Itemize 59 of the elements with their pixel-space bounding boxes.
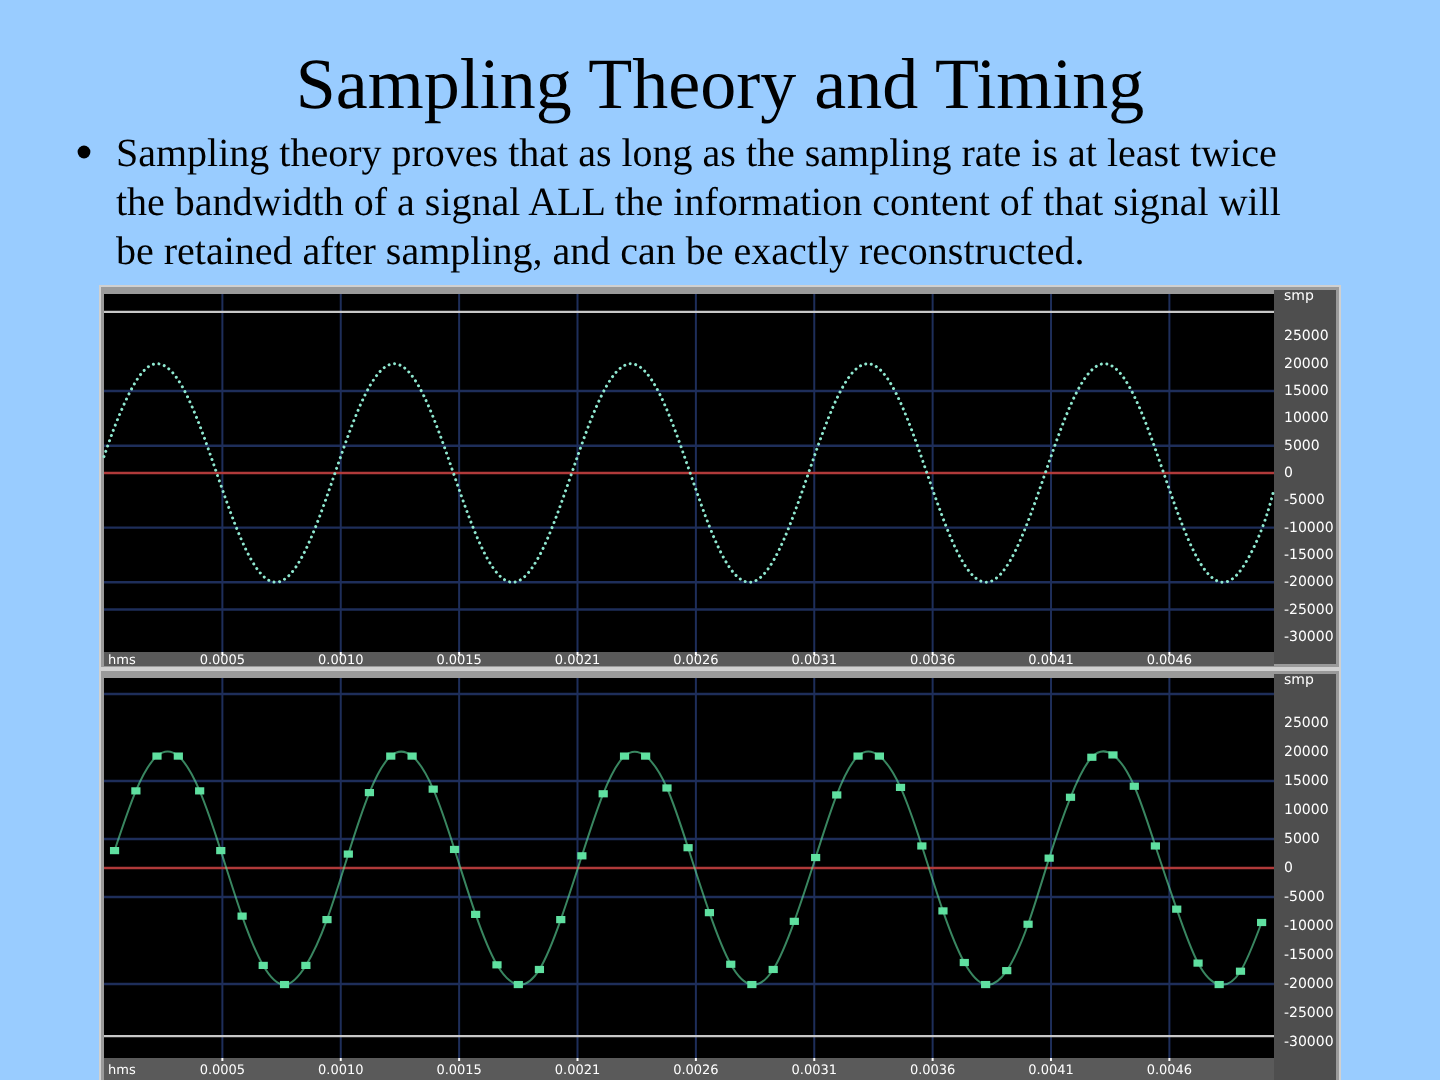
- point: [279, 980, 290, 989]
- point: [556, 916, 566, 924]
- point: [258, 961, 268, 970]
- point: [322, 916, 332, 924]
- line-series: [102, 362, 1276, 584]
- point: [832, 791, 842, 799]
- point: [1002, 967, 1012, 975]
- point: [534, 965, 545, 974]
- point: [492, 961, 502, 969]
- chart-subtitle: Sampling theory proves that as long as the sampling rate is at least twice the bandwidth of a signal ALL the information content of that signal will be retained after sampling, and can be exactly reconstructed.: [116, 132, 1282, 274]
- point: [216, 847, 226, 855]
- point: [811, 853, 821, 862]
- point: [768, 965, 778, 974]
- point: [301, 961, 311, 970]
- point: [704, 909, 715, 917]
- point: [1172, 905, 1182, 913]
- point: [386, 752, 396, 760]
- point: [1087, 753, 1097, 761]
- point: [938, 907, 948, 915]
- point: [1257, 918, 1267, 927]
- point: [513, 980, 523, 989]
- point: [874, 752, 885, 760]
- point: [195, 787, 205, 795]
- point: [109, 847, 120, 855]
- point: [853, 752, 863, 760]
- point: [449, 845, 460, 854]
- line-series: [109, 751, 1267, 989]
- point: [683, 844, 693, 852]
- point: [641, 752, 651, 760]
- point: [917, 842, 927, 850]
- point: [1108, 751, 1118, 759]
- point: [577, 852, 587, 860]
- point: [152, 752, 162, 760]
- point: [1023, 920, 1033, 928]
- point: [1065, 793, 1076, 801]
- point: [173, 752, 183, 760]
- point: [131, 787, 141, 795]
- point: [981, 980, 991, 989]
- point: [1044, 854, 1054, 862]
- point: [237, 912, 247, 920]
- point: [619, 752, 630, 760]
- point: [1214, 980, 1224, 989]
- point: [895, 783, 906, 791]
- point: [1129, 782, 1139, 790]
- point: [789, 917, 799, 925]
- point: [364, 789, 375, 797]
- point: [959, 958, 969, 967]
- point: [343, 850, 353, 858]
- point: [1193, 959, 1203, 967]
- point: [662, 784, 672, 792]
- point: [407, 752, 417, 760]
- point: [726, 960, 736, 968]
- point: [598, 790, 608, 798]
- point: [1235, 967, 1246, 975]
- chart-title: Sampling Theory and Timing: [295, 44, 1145, 124]
- point: [428, 785, 438, 793]
- point: [1150, 842, 1160, 850]
- point: [471, 910, 481, 918]
- point: [747, 980, 757, 989]
